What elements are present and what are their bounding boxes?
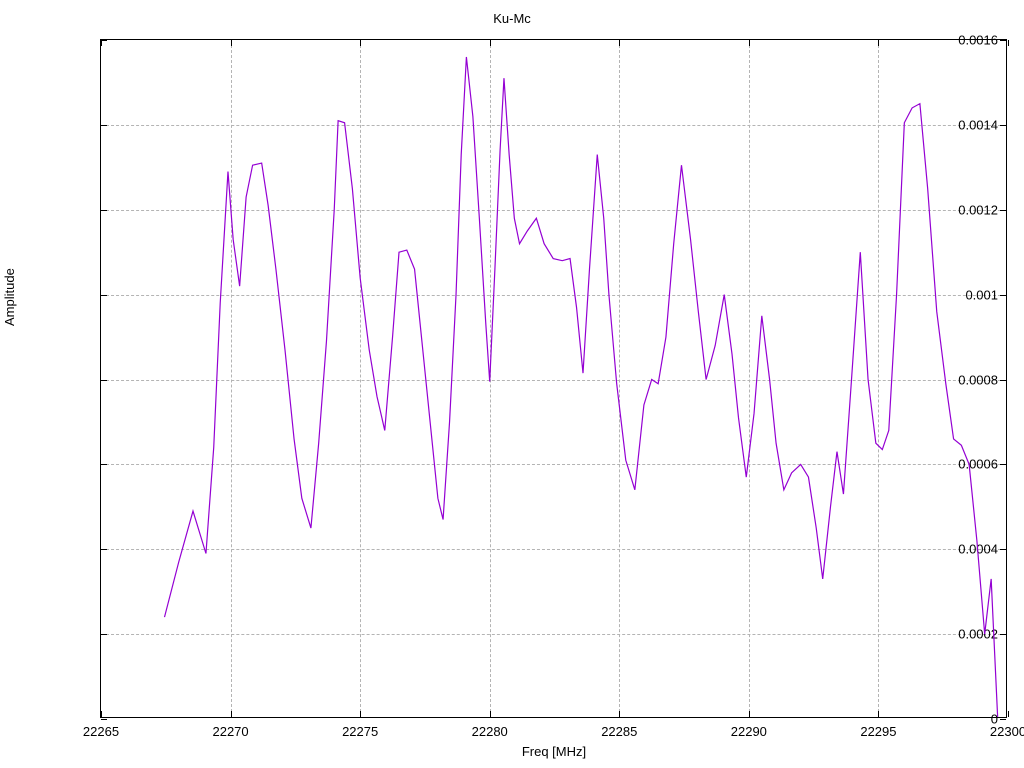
gridline-vertical <box>748 40 750 717</box>
plot-area: 0 0.0002 0.0004 0.0006 0.0008 0.001 0.0012 0.00… <box>83 34 1024 739</box>
x-tick-mark <box>230 711 232 717</box>
y-tick-label: 0.0016 <box>958 32 998 48</box>
x-tick-mark <box>101 711 102 717</box>
gridline-vertical <box>878 40 880 717</box>
x-tick-mark-top <box>101 40 102 46</box>
y-tick-mark-right <box>1000 209 1006 211</box>
x-tick-mark <box>360 711 362 717</box>
y-tick-label: 0.0002 <box>958 626 998 642</box>
gridline-horizontal <box>101 294 1006 296</box>
x-tick-label: 22280 <box>471 724 508 739</box>
gridline-horizontal <box>101 124 1006 126</box>
x-tick-mark <box>878 711 880 717</box>
y-tick-mark-right <box>1000 549 1006 551</box>
gridline-horizontal <box>101 634 1006 636</box>
y-axis-label-text: Amplitude <box>2 268 17 326</box>
y-tick-mark <box>101 549 107 551</box>
gridline-horizontal <box>101 464 1006 466</box>
x-tick-mark-top <box>878 40 880 46</box>
data-series-line <box>163 56 999 717</box>
y-tick-mark-right <box>1000 294 1006 296</box>
y-tick-mark <box>101 124 107 126</box>
x-tick-label: 22300 <box>989 724 1024 739</box>
x-tick-mark-top <box>360 40 362 46</box>
x-tick-mark <box>748 711 750 717</box>
y-tick-mark <box>101 294 107 296</box>
x-tick-mark <box>1008 711 1009 717</box>
x-tick-mark-top <box>1008 40 1009 46</box>
y-tick-mark-right <box>1000 124 1006 126</box>
y-tick-label: 0.0008 <box>958 372 998 387</box>
series-polyline <box>163 56 999 717</box>
x-axis-label: Freq [MHz] <box>0 744 1024 759</box>
y-tick-mark-right <box>1000 464 1006 466</box>
gridline-vertical <box>230 40 232 717</box>
x-tick-label: 22290 <box>730 724 767 739</box>
x-tick-mark-top <box>748 40 750 46</box>
gridline-vertical <box>619 40 621 717</box>
x-tick-label: 22275 <box>342 724 379 739</box>
x-tick-mark <box>619 711 621 717</box>
y-axis-label: Amplitude <box>2 268 17 326</box>
x-tick-mark <box>489 711 491 717</box>
x-tick-mark-top <box>489 40 491 46</box>
gridline-horizontal <box>101 209 1006 211</box>
y-tick-mark <box>101 379 107 381</box>
x-tick-label: 22265 <box>82 724 120 739</box>
gridline-horizontal <box>101 379 1006 381</box>
y-tick-label: 0.001 <box>965 287 998 303</box>
y-tick-label: 0 <box>990 711 998 727</box>
y-tick-mark <box>101 40 107 41</box>
y-tick-mark <box>101 634 107 636</box>
y-tick-mark-right <box>1000 719 1006 720</box>
gridline-horizontal <box>101 549 1006 551</box>
x-tick-label: 22285 <box>601 724 638 739</box>
x-tick-mark-top <box>230 40 232 46</box>
y-tick-label: 0.0012 <box>958 202 998 218</box>
chart-title: Ku-Mc <box>493 11 531 26</box>
x-tick-label: 22295 <box>860 724 897 739</box>
y-tick-mark <box>101 209 107 211</box>
y-tick-mark-right <box>1000 40 1006 41</box>
gridline-vertical <box>360 40 362 717</box>
x-tick-label: 22270 <box>212 724 249 739</box>
y-tick-mark-right <box>1000 634 1006 636</box>
y-tick-mark <box>101 719 107 720</box>
y-tick-mark <box>101 464 107 466</box>
x-tick-mark-top <box>619 40 621 46</box>
y-tick-label: 0.0014 <box>958 117 998 133</box>
y-tick-mark-right <box>1000 379 1006 381</box>
x-axis-label-text: Freq [MHz] <box>521 744 587 759</box>
